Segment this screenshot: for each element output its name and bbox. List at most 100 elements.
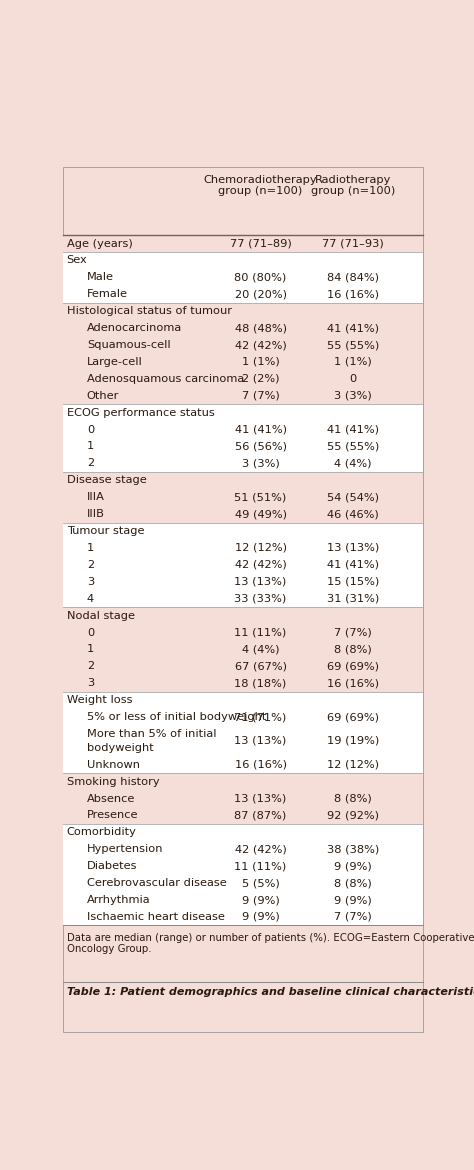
Bar bbox=[63, 590, 423, 607]
Text: 4: 4 bbox=[87, 593, 94, 604]
Text: 41 (41%): 41 (41%) bbox=[235, 425, 287, 434]
Text: 5% or less of initial bodyweight: 5% or less of initial bodyweight bbox=[87, 713, 266, 722]
Text: 18 (18%): 18 (18%) bbox=[235, 679, 287, 688]
Text: 49 (49%): 49 (49%) bbox=[235, 509, 287, 519]
Text: 8 (8%): 8 (8%) bbox=[334, 645, 372, 654]
Text: 3 (3%): 3 (3%) bbox=[334, 391, 372, 401]
Text: 13 (13%): 13 (13%) bbox=[327, 543, 379, 553]
Text: 4 (4%): 4 (4%) bbox=[334, 459, 372, 468]
Text: Cerebrovascular disease: Cerebrovascular disease bbox=[87, 879, 227, 888]
Bar bbox=[63, 337, 423, 353]
Text: Histological status of tumour: Histological status of tumour bbox=[66, 307, 232, 316]
Text: 55 (55%): 55 (55%) bbox=[327, 340, 379, 350]
Bar bbox=[63, 807, 423, 824]
Text: 13 (13%): 13 (13%) bbox=[235, 793, 287, 804]
Bar bbox=[63, 773, 423, 790]
Text: 2: 2 bbox=[87, 560, 94, 570]
Bar bbox=[63, 641, 423, 658]
Bar bbox=[63, 875, 423, 892]
Text: 20 (20%): 20 (20%) bbox=[235, 289, 287, 300]
Text: 42 (42%): 42 (42%) bbox=[235, 340, 286, 350]
Text: 0: 0 bbox=[87, 627, 94, 638]
Text: 41 (41%): 41 (41%) bbox=[327, 323, 379, 333]
Text: 42 (42%): 42 (42%) bbox=[235, 560, 286, 570]
Text: 41 (41%): 41 (41%) bbox=[327, 560, 379, 570]
Text: Ischaemic heart disease: Ischaemic heart disease bbox=[87, 911, 225, 922]
Text: Diabetes: Diabetes bbox=[87, 861, 137, 872]
Bar bbox=[63, 824, 423, 841]
Text: 16 (16%): 16 (16%) bbox=[327, 289, 379, 300]
Text: 1 (1%): 1 (1%) bbox=[334, 357, 372, 367]
Text: 0: 0 bbox=[87, 425, 94, 434]
Text: 1: 1 bbox=[87, 543, 94, 553]
Bar bbox=[63, 438, 423, 455]
Text: 77 (71–93): 77 (71–93) bbox=[322, 239, 384, 248]
Text: Hypertension: Hypertension bbox=[87, 845, 164, 854]
Bar bbox=[63, 252, 423, 269]
Text: 19 (19%): 19 (19%) bbox=[327, 736, 379, 746]
Text: Absence: Absence bbox=[87, 793, 135, 804]
Text: 33 (33%): 33 (33%) bbox=[235, 593, 287, 604]
Text: Table 1: Patient demographics and baseline clinical characteristics: Table 1: Patient demographics and baseli… bbox=[66, 986, 474, 997]
Text: 2 (2%): 2 (2%) bbox=[242, 374, 279, 384]
Bar bbox=[63, 421, 423, 438]
Text: 13 (13%): 13 (13%) bbox=[235, 577, 287, 587]
Text: 41 (41%): 41 (41%) bbox=[327, 425, 379, 434]
Text: Adenosquamous carcinoma: Adenosquamous carcinoma bbox=[87, 374, 244, 384]
Text: 8 (8%): 8 (8%) bbox=[334, 793, 372, 804]
Bar bbox=[63, 285, 423, 303]
Text: Adenocarcinoma: Adenocarcinoma bbox=[87, 323, 182, 333]
Text: Smoking history: Smoking history bbox=[66, 777, 159, 786]
Bar bbox=[63, 675, 423, 691]
Text: Nodal stage: Nodal stage bbox=[66, 611, 135, 620]
Text: Presence: Presence bbox=[87, 811, 138, 820]
Text: Data are median (range) or number of patients (%). ECOG=Eastern Cooperative
Onco: Data are median (range) or number of pat… bbox=[66, 932, 474, 955]
Text: 69 (69%): 69 (69%) bbox=[327, 661, 379, 672]
Bar bbox=[63, 709, 423, 725]
Text: 16 (16%): 16 (16%) bbox=[327, 679, 379, 688]
Text: Radiotherapy
group (n=100): Radiotherapy group (n=100) bbox=[311, 174, 395, 197]
Text: Female: Female bbox=[87, 289, 128, 300]
Bar bbox=[63, 892, 423, 909]
Bar bbox=[63, 858, 423, 875]
Text: 9 (9%): 9 (9%) bbox=[334, 895, 372, 906]
Text: 7 (7%): 7 (7%) bbox=[242, 391, 280, 401]
Text: Disease stage: Disease stage bbox=[66, 475, 146, 486]
Text: More than 5% of initial: More than 5% of initial bbox=[87, 729, 216, 738]
Bar bbox=[63, 573, 423, 590]
Text: 1 (1%): 1 (1%) bbox=[242, 357, 280, 367]
Text: 13 (13%): 13 (13%) bbox=[235, 736, 287, 746]
Bar bbox=[63, 505, 423, 523]
Text: 55 (55%): 55 (55%) bbox=[327, 441, 379, 452]
Text: Male: Male bbox=[87, 273, 114, 282]
Text: Tumour stage: Tumour stage bbox=[66, 526, 144, 536]
Text: Squamous-cell: Squamous-cell bbox=[87, 340, 171, 350]
Text: IIIB: IIIB bbox=[87, 509, 105, 519]
Text: 46 (46%): 46 (46%) bbox=[327, 509, 379, 519]
Text: 77 (71–89): 77 (71–89) bbox=[230, 239, 292, 248]
Text: Chemoradiotherapy
group (n=100): Chemoradiotherapy group (n=100) bbox=[204, 174, 318, 197]
Bar bbox=[63, 353, 423, 371]
Text: 3: 3 bbox=[87, 679, 94, 688]
Text: 9 (9%): 9 (9%) bbox=[242, 911, 280, 922]
Text: Comorbidity: Comorbidity bbox=[66, 827, 137, 838]
Text: Age (years): Age (years) bbox=[66, 239, 132, 248]
Bar bbox=[63, 303, 423, 319]
Bar bbox=[63, 455, 423, 472]
Text: Other: Other bbox=[87, 391, 119, 401]
Text: 92 (92%): 92 (92%) bbox=[327, 811, 379, 820]
Text: 67 (67%): 67 (67%) bbox=[235, 661, 287, 672]
Text: 69 (69%): 69 (69%) bbox=[327, 713, 379, 722]
Text: 51 (51%): 51 (51%) bbox=[235, 493, 287, 502]
Text: 3 (3%): 3 (3%) bbox=[242, 459, 280, 468]
Bar bbox=[63, 607, 423, 624]
Text: 12 (12%): 12 (12%) bbox=[235, 543, 287, 553]
Text: 48 (48%): 48 (48%) bbox=[235, 323, 287, 333]
Bar bbox=[63, 235, 423, 252]
Text: 9 (9%): 9 (9%) bbox=[334, 861, 372, 872]
Text: bodyweight: bodyweight bbox=[87, 743, 154, 753]
Text: 42 (42%): 42 (42%) bbox=[235, 845, 286, 854]
Text: Arrhythmia: Arrhythmia bbox=[87, 895, 150, 906]
Bar bbox=[63, 624, 423, 641]
Text: 12 (12%): 12 (12%) bbox=[327, 759, 379, 770]
